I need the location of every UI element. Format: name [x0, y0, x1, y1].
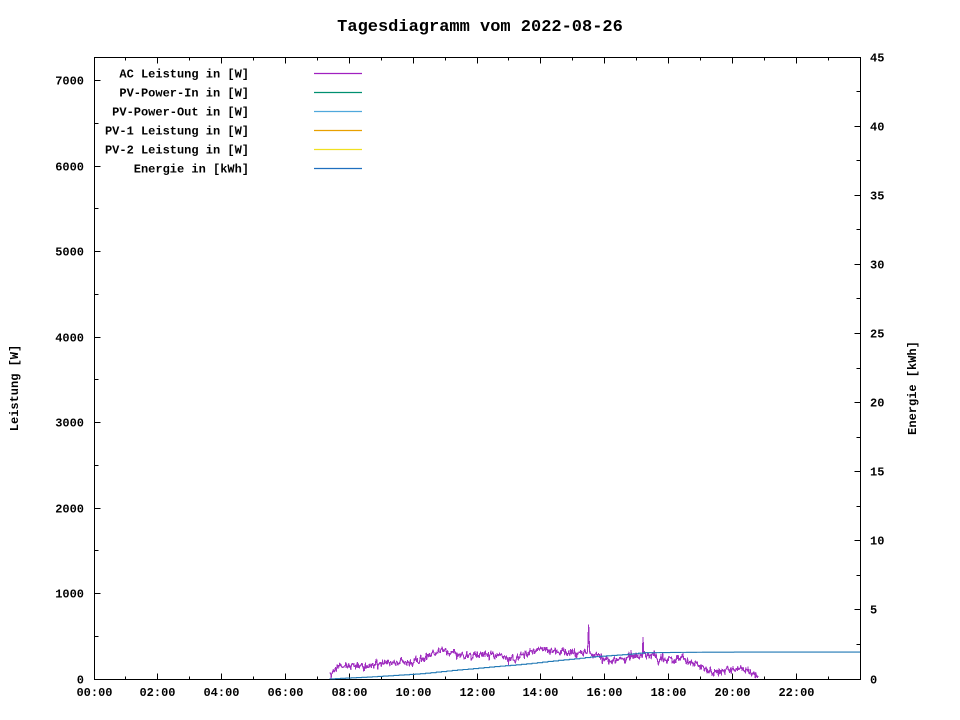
svg-text:20: 20: [870, 397, 884, 411]
svg-text:4000: 4000: [55, 332, 84, 346]
svg-text:18:00: 18:00: [650, 686, 686, 700]
svg-text:30: 30: [870, 259, 884, 273]
svg-text:08:00: 08:00: [331, 686, 367, 700]
svg-text:14:00: 14:00: [522, 686, 558, 700]
svg-text:Energie in [kWh]: Energie in [kWh]: [134, 163, 249, 177]
svg-text:06:00: 06:00: [267, 686, 303, 700]
svg-text:04:00: 04:00: [203, 686, 239, 700]
svg-text:16:00: 16:00: [586, 686, 622, 700]
svg-text:12:00: 12:00: [459, 686, 495, 700]
svg-text:5: 5: [870, 604, 877, 618]
svg-text:Leistung [W]: Leistung [W]: [8, 345, 22, 431]
svg-text:0: 0: [870, 674, 877, 688]
svg-text:AC Leistung in [W]: AC Leistung in [W]: [119, 68, 249, 82]
svg-text:35: 35: [870, 190, 884, 204]
svg-text:00:00: 00:00: [76, 686, 112, 700]
svg-text:7000: 7000: [55, 75, 84, 89]
svg-text:PV-Power-In in [W]: PV-Power-In in [W]: [119, 87, 249, 101]
svg-text:3000: 3000: [55, 417, 84, 431]
svg-text:10: 10: [870, 535, 884, 549]
svg-text:2000: 2000: [55, 503, 84, 517]
svg-text:40: 40: [870, 121, 884, 135]
svg-text:22:00: 22:00: [778, 686, 814, 700]
svg-text:1000: 1000: [55, 588, 84, 602]
svg-text:Tagesdiagramm vom 2022-08-26: Tagesdiagramm vom 2022-08-26: [337, 18, 623, 37]
svg-text:PV-Power-Out in [W]: PV-Power-Out in [W]: [112, 106, 249, 120]
svg-text:5000: 5000: [55, 246, 84, 260]
svg-text:02:00: 02:00: [139, 686, 175, 700]
svg-text:Energie [kWh]: Energie [kWh]: [906, 341, 920, 435]
svg-text:PV-1 Leistung in [W]: PV-1 Leistung in [W]: [105, 125, 249, 139]
svg-text:20:00: 20:00: [714, 686, 750, 700]
svg-text:15: 15: [870, 466, 884, 480]
svg-text:PV-2 Leistung in [W]: PV-2 Leistung in [W]: [105, 144, 249, 158]
svg-text:25: 25: [870, 328, 884, 342]
svg-text:6000: 6000: [55, 161, 84, 175]
svg-text:45: 45: [870, 52, 884, 66]
svg-text:10:00: 10:00: [395, 686, 431, 700]
